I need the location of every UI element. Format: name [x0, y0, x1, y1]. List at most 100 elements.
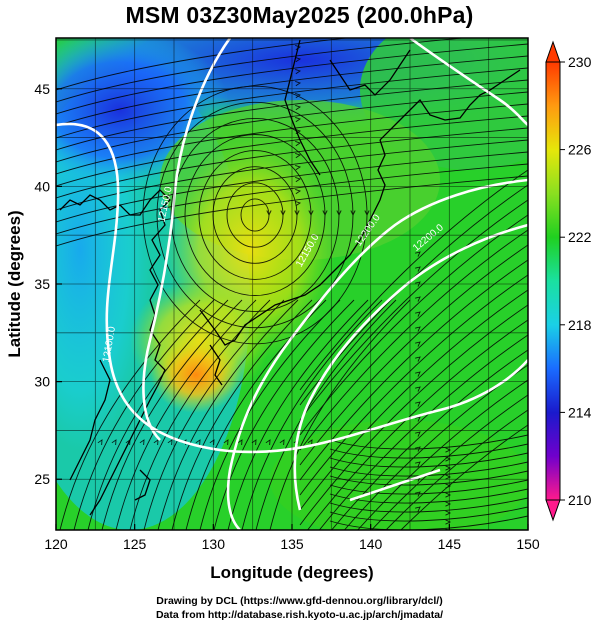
streamline-arrow — [415, 266, 421, 272]
chart-title: MSM 03Z30May2025 (200.0hPa) — [125, 2, 474, 28]
streamline — [241, 299, 383, 530]
colorbar-tick-label: 230 — [568, 54, 592, 70]
streamline-arrow — [295, 201, 302, 207]
streamline-arrow — [445, 483, 452, 489]
colorbar-gradient — [545, 61, 561, 501]
streamline — [59, 299, 201, 530]
colorbar: 230 226 222 218 214 210 — [545, 40, 592, 522]
x-tick-label: 135 — [280, 536, 304, 552]
streamline-arrow — [445, 456, 452, 462]
streamline — [269, 299, 411, 530]
streamline-arrow — [295, 117, 302, 123]
streamline — [56, 38, 350, 91]
streamline — [307, 319, 528, 530]
streamline-arrow — [307, 439, 313, 446]
coastlines — [59, 39, 521, 516]
streamline-arrow — [445, 492, 452, 498]
streamline — [56, 67, 528, 139]
streamline-arrow — [308, 210, 314, 217]
streamline — [56, 151, 528, 223]
streamline — [371, 394, 528, 530]
streamline — [56, 115, 528, 187]
streamline — [299, 244, 528, 466]
x-tick-label: 140 — [359, 536, 383, 552]
streamline-arrow — [364, 210, 370, 217]
streamline-arrow — [279, 439, 285, 446]
streamline — [329, 452, 528, 468]
streamline-arrow — [294, 210, 300, 217]
streamline-arrow — [415, 371, 421, 377]
streamline — [329, 506, 528, 522]
colorbar-tick-label: 226 — [568, 142, 592, 158]
streamline-arrow — [280, 210, 286, 217]
colorbar-min-arrow — [545, 499, 561, 522]
streamline-arrow — [415, 491, 421, 497]
x-tick-label: 125 — [123, 536, 147, 552]
streamline-arrow — [295, 69, 302, 75]
streamline — [299, 214, 528, 436]
streamline-arrow — [445, 447, 452, 453]
x-tick-label: 120 — [44, 536, 68, 552]
streamline-arrow — [295, 81, 302, 87]
y-tick-label: 45 — [34, 81, 50, 97]
y-tick-label: 25 — [34, 471, 50, 487]
streamline-arrow — [415, 281, 421, 287]
streamline-arrow — [415, 416, 421, 422]
colorbar-tick-label: 222 — [568, 229, 592, 245]
streamline-arrow — [111, 439, 117, 446]
streamline-arrow — [415, 401, 421, 407]
streamline — [171, 299, 313, 530]
y-tick-label: 40 — [34, 178, 50, 194]
streamline — [299, 199, 528, 421]
streamline — [56, 43, 528, 115]
streamline-arrow — [336, 210, 342, 217]
streamline-arrow — [445, 465, 452, 471]
colorbar-tick-label: 210 — [568, 492, 592, 508]
graticule — [56, 38, 528, 530]
streamline-arrow — [322, 210, 328, 217]
streamline-arrow — [167, 439, 173, 446]
streamline-arrow — [295, 153, 302, 159]
streamline-arrow — [295, 57, 302, 63]
streamline-arrow — [139, 439, 145, 446]
streamline-arrow — [415, 386, 421, 392]
streamline-arrow — [415, 311, 421, 317]
streamline — [73, 299, 215, 530]
streamline-arrow — [295, 165, 302, 171]
streamline-arrow — [445, 519, 452, 525]
x-tick-label: 130 — [202, 536, 226, 552]
y-axis-title: Latitude (degrees) — [5, 210, 24, 357]
streamline-arrow — [295, 105, 302, 111]
streamline — [400, 424, 528, 530]
streamline-arrow — [415, 251, 421, 257]
streamline — [329, 479, 528, 495]
streamline-arrow — [415, 356, 421, 362]
streamline-arrow — [295, 93, 302, 99]
streamline-arrow — [295, 141, 302, 147]
streamline-arrow — [415, 431, 421, 437]
y-tick-label: 35 — [34, 276, 50, 292]
streamline-arrow — [237, 439, 243, 446]
streamline — [56, 103, 528, 175]
streamline — [329, 434, 528, 450]
axis-ticks: 120 125 130 135 140 145 150 25 30 35 40 45 — [34, 81, 539, 552]
streamline-arrow — [251, 439, 257, 446]
streamline — [329, 443, 528, 459]
streamline-arrow — [445, 474, 452, 480]
streamline — [329, 488, 528, 504]
streamline — [331, 349, 528, 530]
streamline — [213, 299, 355, 530]
streamline-arrow — [153, 439, 159, 446]
colorbar-tick-label: 214 — [568, 404, 592, 420]
x-tick-label: 150 — [516, 536, 540, 552]
y-tick-label: 30 — [34, 374, 50, 390]
streamline — [329, 497, 528, 513]
streamline-arrow — [415, 461, 421, 467]
streamline-arrow — [415, 341, 421, 347]
streamline-arrow — [265, 439, 271, 446]
streamline — [318, 334, 528, 530]
streamline-arrow — [295, 177, 302, 183]
streamline — [227, 299, 369, 530]
streamline-arrow — [350, 210, 356, 217]
streamline — [299, 169, 528, 391]
